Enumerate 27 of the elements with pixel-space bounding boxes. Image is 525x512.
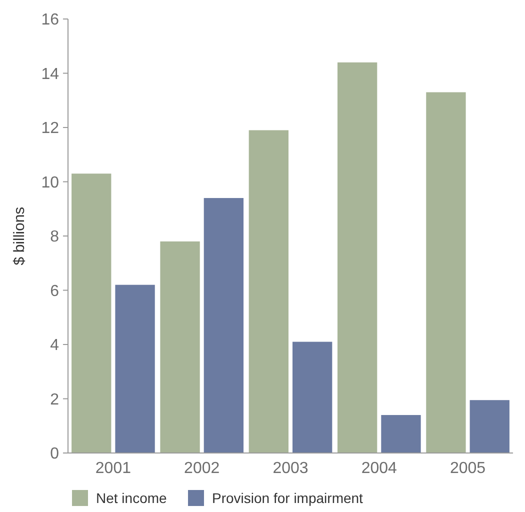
bar bbox=[115, 284, 155, 453]
bar bbox=[337, 62, 378, 453]
bar bbox=[248, 130, 288, 453]
y-tick-label: 0 bbox=[50, 446, 60, 463]
bar bbox=[470, 400, 510, 453]
bar bbox=[204, 198, 244, 453]
y-tick-label: 6 bbox=[50, 282, 60, 300]
bar bbox=[292, 342, 332, 453]
x-tick-label: 2005 bbox=[450, 460, 486, 477]
y-tick-label: 8 bbox=[50, 228, 60, 246]
y-axis-title: $ billions bbox=[11, 206, 28, 266]
bar bbox=[72, 174, 112, 453]
y-tick-label: 12 bbox=[41, 120, 60, 138]
bar bbox=[426, 92, 466, 453]
x-tick-label: 2004 bbox=[361, 460, 398, 477]
y-tick-label: 16 bbox=[41, 12, 60, 29]
x-tick-label: 2001 bbox=[95, 460, 132, 477]
y-tick-label: 10 bbox=[41, 174, 60, 192]
x-tick-label: 2002 bbox=[184, 460, 220, 477]
y-tick-label: 2 bbox=[50, 391, 60, 408]
bar bbox=[381, 415, 421, 453]
legend-label: Net income bbox=[96, 490, 168, 506]
bar bbox=[160, 241, 200, 453]
legend-label: Provision for impairment bbox=[212, 490, 364, 506]
y-tick-label: 4 bbox=[50, 337, 60, 354]
y-tick-label: 14 bbox=[41, 66, 60, 83]
x-tick-label: 2003 bbox=[272, 460, 308, 477]
